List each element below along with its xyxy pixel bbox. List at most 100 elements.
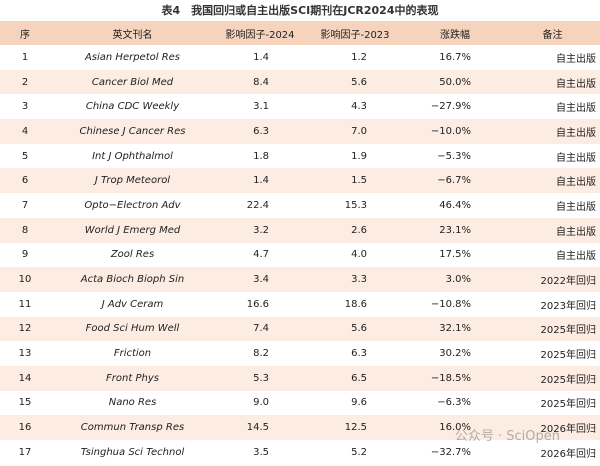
table-cell: 5.2 [351,446,367,458]
table-cell: 1.8 [253,150,269,162]
table-cell: 自主出版 [505,168,600,194]
table-row: 16 Commun Transp Res 14.5 12.5 16.0% 2026年回归 [0,415,600,440]
table-cell: J Adv Ceram [101,298,164,310]
table-cell: 自主出版 [556,53,596,65]
table-cell: 2025年回归 [505,365,600,391]
header-cell: 序 [0,21,50,45]
table-cell: Commun Transp Res [50,415,215,440]
table-cell: 7.0 [305,119,405,144]
table-cell: 2026年回归 [540,448,596,460]
table-cell: 6.3 [215,119,305,144]
table-cell: J Trop Meteorol [50,168,215,194]
header-cell: 备注 [505,21,600,45]
table-cell: 46.4% [439,199,471,211]
table-cell: 13 [18,348,32,360]
table-cell: −6.7% [405,168,505,194]
table-cell: 1.2 [351,51,367,63]
table-cell: 1.9 [351,150,367,162]
table-cell: 6 [0,168,50,194]
table-cell: 1.4 [253,51,269,63]
header-cell: 涨跌幅 [405,21,505,45]
table-cell: 2023年回归 [540,300,596,312]
table-cell: 3 [21,101,29,113]
table-cell: World J Emerg Med [50,217,215,243]
table-cell: Friction [113,348,152,360]
table-cell: 11 [18,298,32,310]
table-cell: 9.6 [351,397,367,409]
table-row: 5 Int J Ophthalmol 1.8 1.9 −5.3% 自主出版 [0,144,600,169]
table-cell: 3.2 [215,217,305,243]
table-cell: 4.0 [351,249,367,261]
table-row: 17 Tsinghua Sci Technol 3.5 5.2 −32.7% 2026年回… [0,440,600,465]
table: 序英文刊名 影响因子-2024 影响因子-2023 涨跌幅 备注 1 Asian Herp… [0,21,600,465]
header-row: 序英文刊名 影响因子-2024 影响因子-2023 涨跌幅 备注 [0,21,600,45]
table-cell: 9 [21,249,29,261]
table-row: 8 World J Emerg Med 3.2 2.6 23.1% 自主出版 [0,217,600,243]
table-row: 7 Opto−Electron Adv 22.4 15.3 46.4% 自主出版 [0,193,600,218]
table-cell: 自主出版 [505,217,600,243]
table-cell: 9.0 [253,397,269,409]
table-cell: Tsinghua Sci Technol [80,446,185,458]
table-cell: 4.3 [351,101,367,113]
table-cell: 7.4 [215,316,305,342]
table-cell: Zool Res [110,249,155,261]
table-cell: 1.4 [215,168,305,194]
table-cell: 18.6 [344,298,367,310]
table-cell: 15 [18,397,32,409]
table-cell: 16.7% [439,51,471,63]
table-cell: 8 [0,217,50,243]
header-cell: 英文刊名 [50,21,215,45]
table-row: 4 Chinese J Cancer Res 6.3 7.0 −10.0% 自主出版 [0,119,600,144]
table-cell: 32.1% [405,316,505,342]
table-cell: 7 [21,199,29,211]
table-row: 15 Nano Res 9.0 9.6 −6.3% 2025年回归 [0,391,600,416]
table-cell: 22.4 [246,199,269,211]
table-row: 1 Asian Herpetol Res 1.4 1.2 16.7% 自主出版 [0,45,600,70]
table-cell: 自主出版 [556,201,596,213]
table-cell: 8.2 [253,348,269,360]
table-cell: −27.9% [430,101,471,113]
watermark: 公众号 · SciOpen [454,429,560,444]
table-cell: 自主出版 [556,251,596,263]
table-cell: 2 [0,69,50,95]
table-cell: 自主出版 [505,69,600,95]
table-cell: −6.3% [437,397,471,409]
table-cell: 12.5 [305,415,405,440]
table-row: 13 Friction 8.2 6.3 30.2% 2025年回归 [0,341,600,366]
table-cell: Nano Res [108,397,157,409]
table-cell: 16.6 [246,298,269,310]
table-cell: 5.6 [305,316,405,342]
table-cell: 2025年回归 [505,316,600,342]
table-cell: 3.5 [253,446,269,458]
header-cell: 影响因子-2024 [215,21,305,45]
table-cell: 5.6 [305,69,405,95]
table-row: 11 J Adv Ceram 16.6 18.6 −10.8% 2023年回归 [0,292,600,317]
table-cell: 自主出版 [556,103,596,115]
table-cell: 3.3 [305,267,405,292]
table-cell: 17 [18,446,32,458]
header-cell: 影响因子-2023 [305,21,405,45]
table-cell: 10 [0,267,50,292]
table-cell: 3.4 [215,267,305,292]
table-cell: 14 [0,365,50,391]
table-row: 3 China CDC Weekly 3.1 4.3 −27.9% 自主出版 [0,94,600,119]
table-cell: 4.7 [253,249,269,261]
table-cell: Asian Herpetol Res [84,51,181,63]
table-cell: −5.3% [437,150,471,162]
table-cell: Cancer Biol Med [50,69,215,95]
table-cell: 自主出版 [505,119,600,144]
table-cell: 6.5 [305,365,405,391]
table-cell: −10.0% [405,119,505,144]
table-row: 14 Front Phys 5.3 6.5 −18.5% 2025年回归 [0,365,600,391]
table-cell: 1 [21,51,29,63]
table-cell: 6.3 [351,348,367,360]
table-cell: 5 [21,150,29,162]
table-cell: 2026年回归 [505,415,600,440]
table-cell: −18.5% [405,365,505,391]
table-cell: 2022年回归 [505,267,600,292]
table-cell: 15.3 [344,199,367,211]
table-cell: Int J Ophthalmol [92,150,173,162]
table-cell: 30.2% [439,348,471,360]
